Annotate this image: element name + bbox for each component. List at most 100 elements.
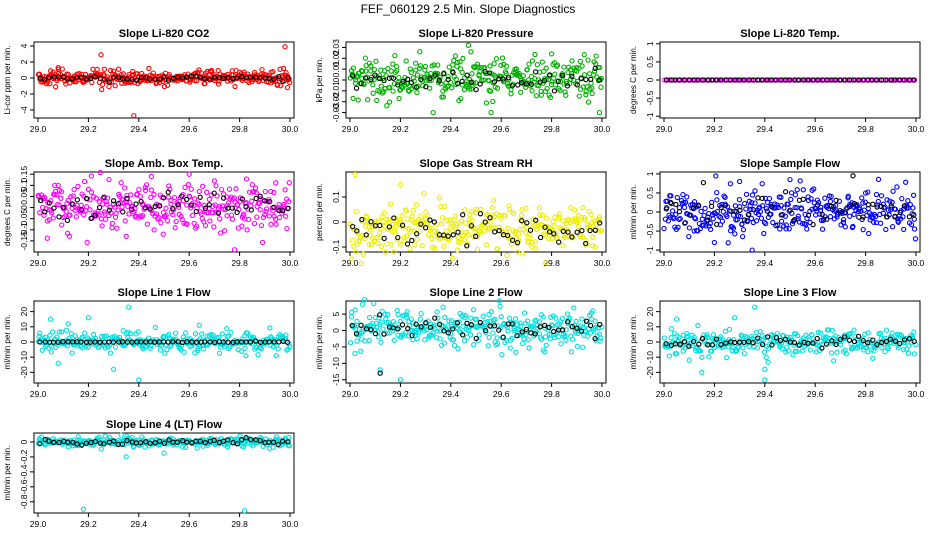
data-point (490, 330, 496, 336)
data-point (148, 194, 154, 201)
data-point (576, 93, 582, 99)
data-point (248, 207, 254, 213)
data-point (353, 208, 359, 215)
data-point (837, 336, 843, 343)
data-point (551, 231, 557, 237)
data-point (210, 332, 216, 338)
data-point (435, 62, 441, 68)
y-tick-label: -10 (19, 351, 29, 364)
data-point (443, 228, 449, 234)
y-tick-label: 0.05 (19, 188, 29, 205)
data-point (673, 316, 680, 322)
data-point (48, 349, 55, 355)
data-point (476, 332, 482, 338)
data-point (883, 338, 890, 345)
data-point (583, 318, 590, 324)
data-point (378, 83, 384, 89)
data-point (473, 316, 479, 322)
data-point (668, 193, 674, 199)
data-point (371, 300, 377, 307)
data-point (413, 60, 419, 66)
data-point (90, 331, 97, 338)
data-point (71, 186, 77, 193)
data-point (499, 351, 505, 358)
data-point (584, 333, 591, 339)
data-point (779, 346, 785, 352)
data-point (473, 233, 479, 240)
data-point (496, 227, 502, 234)
data-point (727, 77, 734, 83)
data-point (569, 58, 575, 64)
data-point (408, 69, 414, 76)
data-point (569, 234, 575, 240)
data-point (583, 92, 589, 98)
data-point (786, 226, 792, 232)
data-point (492, 229, 498, 235)
y-tick-label: 20 (19, 307, 29, 317)
data-point (887, 336, 893, 342)
data-point (757, 209, 764, 215)
data-point (592, 65, 598, 72)
panel-title: Slope Sample Flow (740, 158, 841, 170)
x-tick-label: 29.4 (443, 124, 460, 134)
data-point (850, 173, 856, 179)
data-point (474, 246, 481, 253)
data-point (287, 344, 293, 350)
data-point (414, 335, 420, 342)
data-point (539, 212, 546, 218)
data-point (564, 83, 571, 89)
data-point (436, 78, 442, 84)
data-point (708, 348, 715, 355)
data-point (280, 208, 286, 214)
y-tick-label: -0.1 (19, 222, 29, 237)
data-point (188, 186, 194, 192)
data-point (690, 338, 697, 345)
data-point (800, 196, 806, 202)
data-point (475, 64, 482, 70)
x-tick-label: 29.8 (231, 389, 248, 399)
data-point (166, 437, 172, 443)
data-point (138, 339, 144, 345)
data-point (569, 73, 575, 79)
data-point (142, 205, 148, 211)
data-point (782, 189, 789, 195)
data-point (741, 339, 747, 345)
data-point (452, 53, 459, 59)
data-point (194, 445, 200, 451)
data-point (131, 112, 137, 119)
data-point (455, 345, 461, 352)
data-point (182, 444, 189, 451)
data-point (406, 319, 412, 325)
data-point (912, 236, 919, 242)
x-tick-label: 30.0 (282, 389, 299, 399)
data-point (580, 234, 586, 240)
data-point (419, 242, 425, 249)
data-point (418, 324, 424, 330)
y-tick-label: 0 (19, 205, 29, 210)
data-point (397, 377, 404, 383)
x-tick-label: 29.8 (543, 124, 560, 134)
data-point (828, 203, 834, 210)
y-tick-label: -0.4 (19, 464, 29, 479)
x-tick-label: 29.6 (807, 124, 824, 134)
data-point (263, 72, 269, 78)
data-point (460, 55, 466, 62)
data-point (398, 333, 404, 339)
x-tick-label: 29.4 (131, 124, 148, 134)
data-point (115, 207, 121, 213)
data-point (196, 67, 202, 73)
data-point (840, 219, 847, 226)
data-point (381, 77, 387, 84)
data-point (148, 187, 155, 193)
data-point (673, 350, 680, 357)
data-point (590, 308, 596, 314)
data-point (359, 301, 366, 307)
data-point (718, 77, 724, 83)
data-point (716, 342, 722, 348)
x-tick-label: 29.4 (131, 519, 148, 529)
data-point (54, 192, 60, 198)
data-point (366, 337, 372, 344)
data-point (758, 215, 765, 221)
data-point (63, 327, 70, 333)
